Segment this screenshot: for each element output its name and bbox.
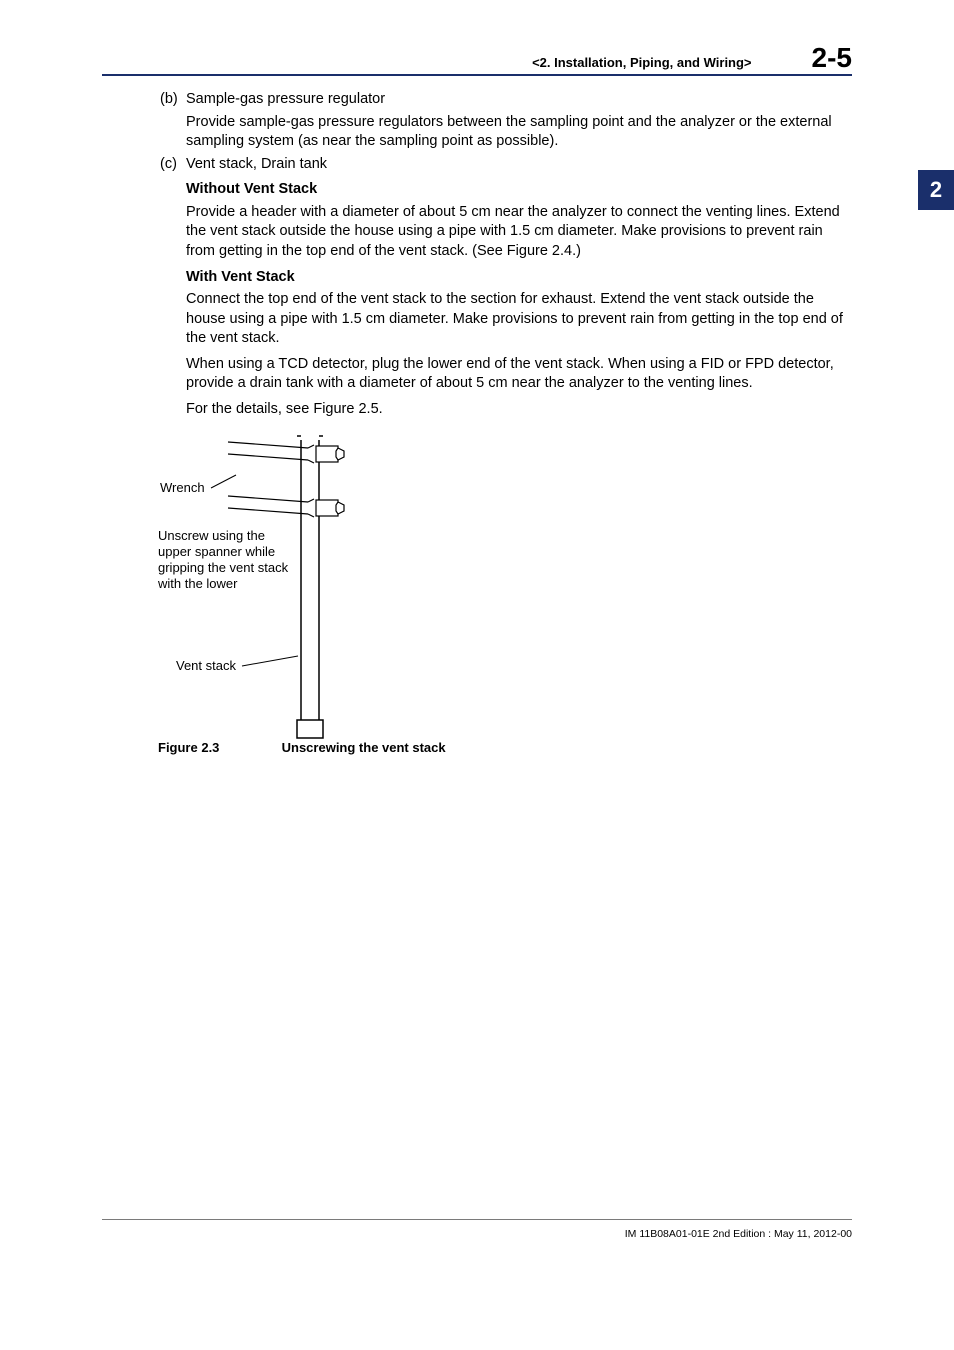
svg-text:Vent stack: Vent stack: [176, 658, 236, 673]
chapter-tab: 2: [918, 170, 954, 210]
item-b-paragraph: Provide sample-gas pressure regulators b…: [186, 113, 850, 152]
footer-text: IM 11B08A01-01E 2nd Edition : May 11, 20…: [625, 1228, 852, 1240]
svg-text:Wrench: Wrench: [160, 480, 205, 495]
page-number: 2-5: [812, 42, 852, 74]
footer-rule: [102, 1219, 852, 1220]
vent-stack-svg: Wrench Unscrew using theupper spanner whi…: [158, 420, 518, 740]
with-vent-paragraph-2: When using a TCD detector, plug the lowe…: [186, 355, 850, 394]
body-content: (b)Sample-gas pressure regulator Provide…: [160, 88, 850, 422]
header-rule: [102, 74, 852, 76]
item-b-title: Sample-gas pressure regulator: [186, 91, 385, 107]
with-vent-paragraph-1: Connect the top end of the vent stack to…: [186, 290, 850, 349]
section-reference: <2. Installation, Piping, and Wiring>: [532, 55, 751, 70]
figure-2-3-diagram: Wrench Unscrew using theupper spanner whi…: [158, 420, 518, 760]
item-c-letter: (c): [160, 155, 186, 175]
with-vent-heading: With Vent Stack: [186, 268, 850, 288]
figure-caption: Figure 2.3 Unscrewing the vent stack: [158, 740, 446, 755]
page-header: <2. Installation, Piping, and Wiring> 2-…: [102, 42, 852, 74]
figure-title: Unscrewing the vent stack: [282, 740, 446, 755]
list-item-c: (c)Vent stack, Drain tank: [160, 155, 850, 175]
item-b-letter: (b): [160, 90, 186, 110]
svg-text:gripping the vent stack: gripping the vent stack: [158, 560, 289, 575]
svg-text:with the lower: with the lower: [158, 576, 238, 591]
with-vent-paragraph-3: For the details, see Figure 2.5.: [186, 400, 850, 420]
item-c-title: Vent stack, Drain tank: [186, 156, 327, 172]
without-vent-paragraph: Provide a header with a diameter of abou…: [186, 203, 850, 262]
list-item-b: (b)Sample-gas pressure regulator: [160, 90, 850, 110]
svg-text:Unscrew using the: Unscrew using the: [158, 528, 265, 543]
figure-label: Figure 2.3: [158, 740, 278, 755]
svg-text:upper spanner while: upper spanner while: [158, 544, 275, 559]
without-vent-heading: Without Vent Stack: [186, 180, 850, 200]
